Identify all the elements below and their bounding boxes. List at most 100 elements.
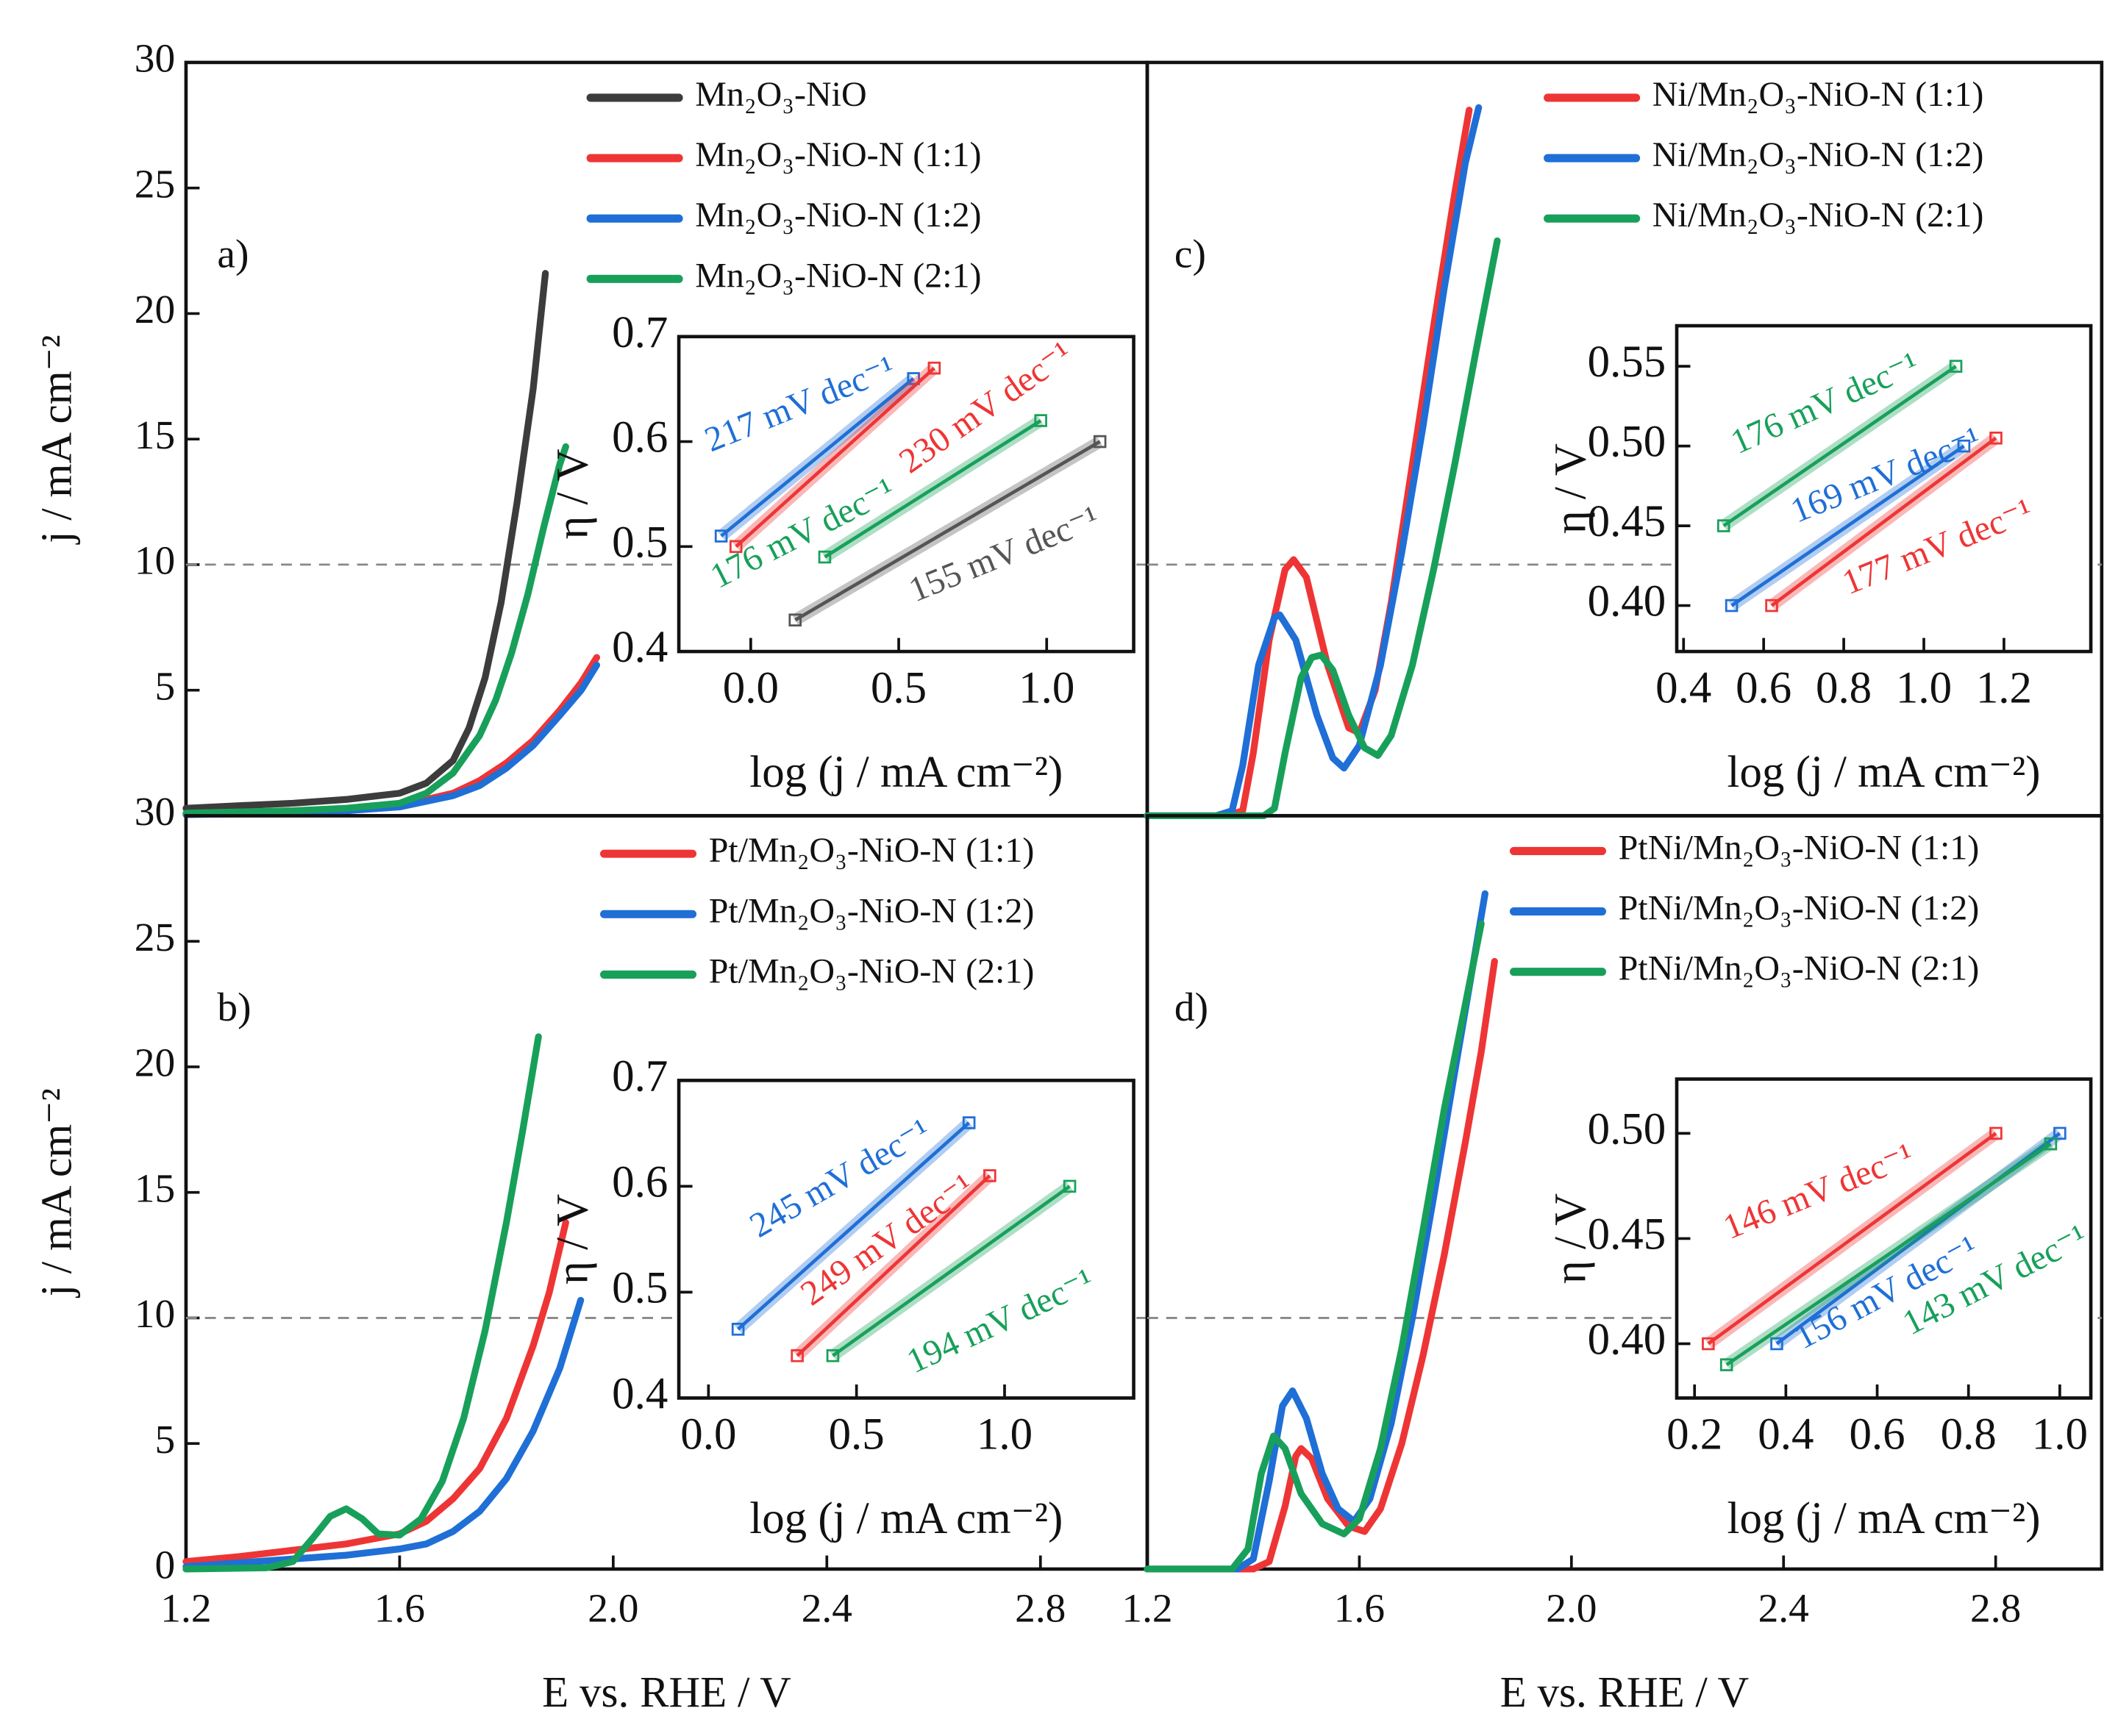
y-tick-label: 0.5 xyxy=(612,518,668,567)
x-axis-label: E vs. RHE / V xyxy=(1500,1668,1750,1716)
x-axis-label: log (j / mA cm⁻²) xyxy=(749,748,1063,797)
y-tick-label: 20 xyxy=(135,287,175,332)
y-tick-label: 0.7 xyxy=(612,1051,668,1101)
data-point xyxy=(1093,435,1107,449)
x-axis-label: log (j / mA cm⁻²) xyxy=(1727,1494,2041,1543)
panel-label: a) xyxy=(217,231,249,276)
data-point xyxy=(1957,439,1971,453)
y-axis-label: η / V xyxy=(549,1194,598,1285)
panel-label: d) xyxy=(1174,985,1208,1029)
x-tick-label: 0.6 xyxy=(1736,663,1791,712)
x-tick-label: 0.8 xyxy=(1816,663,1872,712)
x-tick-label: 0.6 xyxy=(1849,1410,1905,1460)
fit-line xyxy=(796,1174,991,1357)
y-tick-label: 0 xyxy=(154,1543,175,1587)
data-point xyxy=(983,1169,996,1182)
y-tick-label: 5 xyxy=(154,1417,175,1462)
legend-label: Ni/Mn₂O₃-NiO-N (1:1) xyxy=(1652,75,1984,114)
y-tick-label: 0.45 xyxy=(1588,1210,1666,1259)
x-tick-label: 0.4 xyxy=(1758,1410,1814,1460)
curve xyxy=(1144,890,1488,1573)
data-point xyxy=(1063,1179,1077,1193)
y-tick-label: 0.7 xyxy=(612,308,668,357)
y-tick-label: 0.4 xyxy=(612,1369,668,1418)
x-tick-label: 2.4 xyxy=(1758,1586,1809,1631)
y-tick-label: 15 xyxy=(135,1165,175,1210)
y-tick-label: 0.40 xyxy=(1588,577,1666,626)
x-tick-label: 2.4 xyxy=(802,1586,852,1631)
y-tick-label: 0.4 xyxy=(612,623,668,672)
fit-line xyxy=(1730,444,1965,607)
y-tick-label: 25 xyxy=(135,161,175,206)
x-tick-label: 1.2 xyxy=(160,1586,211,1631)
y-axis-label: η / V xyxy=(1547,443,1596,534)
data-point xyxy=(788,613,802,627)
x-tick-label: 1.0 xyxy=(2032,1410,2088,1460)
y-tick-label: 0.6 xyxy=(612,413,668,462)
data-point xyxy=(2044,1137,2058,1151)
x-tick-label: 0.5 xyxy=(871,663,927,712)
legend-label: PtNi/Mn₂O₃-NiO-N (2:1) xyxy=(1619,949,1980,988)
curve xyxy=(1144,920,1485,1573)
curve xyxy=(182,1219,569,1565)
curve xyxy=(182,270,549,812)
data-point xyxy=(1989,432,2003,445)
x-axis-label: E vs. RHE / V xyxy=(542,1668,791,1716)
y-tick-label: 0.40 xyxy=(1588,1315,1666,1365)
fit-line xyxy=(737,1121,971,1331)
fit-line xyxy=(735,366,935,549)
x-tick-label: 0.4 xyxy=(1655,663,1711,712)
curve xyxy=(182,1296,585,1571)
data-point xyxy=(962,1116,976,1129)
y-tick-label: 0.5 xyxy=(612,1263,668,1312)
data-point xyxy=(818,550,832,564)
fit-line xyxy=(1725,1142,2052,1367)
x-tick-label: 1.0 xyxy=(1019,663,1074,712)
y-axis-label: j / mA cm⁻² xyxy=(32,335,81,544)
data-point xyxy=(714,529,728,543)
fit-line xyxy=(824,419,1042,559)
y-axis-label: η / V xyxy=(1547,1193,1596,1284)
curve xyxy=(1144,107,1473,820)
data-point xyxy=(729,540,743,554)
y-tick-label: 20 xyxy=(135,1040,175,1085)
legend-label: Ni/Mn₂O₃-NiO-N (1:2) xyxy=(1652,135,1984,174)
x-axis-label: log (j / mA cm⁻²) xyxy=(749,1494,1063,1543)
y-tick-label: 25 xyxy=(135,915,175,960)
data-point xyxy=(927,361,941,375)
panel-label: c) xyxy=(1174,231,1206,276)
legend-label: Mn₂O₃-NiO-N (2:1) xyxy=(695,256,981,295)
fit-line xyxy=(832,1185,1071,1357)
y-tick-label: 0.55 xyxy=(1588,337,1666,387)
panel-frame xyxy=(1145,814,2104,1571)
y-tick-label: 30 xyxy=(135,36,175,81)
y-tick-label: 0.6 xyxy=(612,1157,668,1207)
fit-line xyxy=(1770,436,1997,607)
y-tick-label: 10 xyxy=(135,1291,175,1336)
data-point xyxy=(791,1349,804,1362)
x-axis-label: log (j / mA cm⁻²) xyxy=(1727,748,2041,797)
x-tick-label: 2.8 xyxy=(1015,1586,1066,1631)
legend-label: Mn₂O₃-NiO-N (1:2) xyxy=(695,196,981,235)
x-tick-label: 2.0 xyxy=(588,1586,638,1631)
x-tick-label: 1.0 xyxy=(1896,663,1952,712)
y-tick-label: 0.45 xyxy=(1588,497,1666,546)
legend-label: Pt/Mn₂O₃-NiO-N (2:1) xyxy=(709,951,1035,990)
data-point xyxy=(731,1322,745,1336)
fit-line xyxy=(720,377,915,537)
x-tick-label: 2.8 xyxy=(1970,1586,2021,1631)
legend-label: Ni/Mn₂O₃-NiO-N (2:1) xyxy=(1652,196,1984,235)
data-point xyxy=(1770,1337,1783,1351)
data-point xyxy=(1989,1126,2003,1140)
x-tick-label: 0.0 xyxy=(680,1410,736,1460)
legend-label: Mn₂O₃-NiO-N (1:1) xyxy=(695,135,981,174)
fit-line xyxy=(1722,365,1957,528)
y-tick-label: 5 xyxy=(154,663,175,708)
x-tick-label: 0.8 xyxy=(1941,1410,1997,1460)
curve xyxy=(1144,104,1483,820)
x-tick-label: 0.0 xyxy=(723,663,779,712)
legend-label: PtNi/Mn₂O₃-NiO-N (1:1) xyxy=(1619,828,1980,867)
legend-label: Pt/Mn₂O₃-NiO-N (1:1) xyxy=(709,831,1035,870)
data-point xyxy=(1765,599,1778,612)
